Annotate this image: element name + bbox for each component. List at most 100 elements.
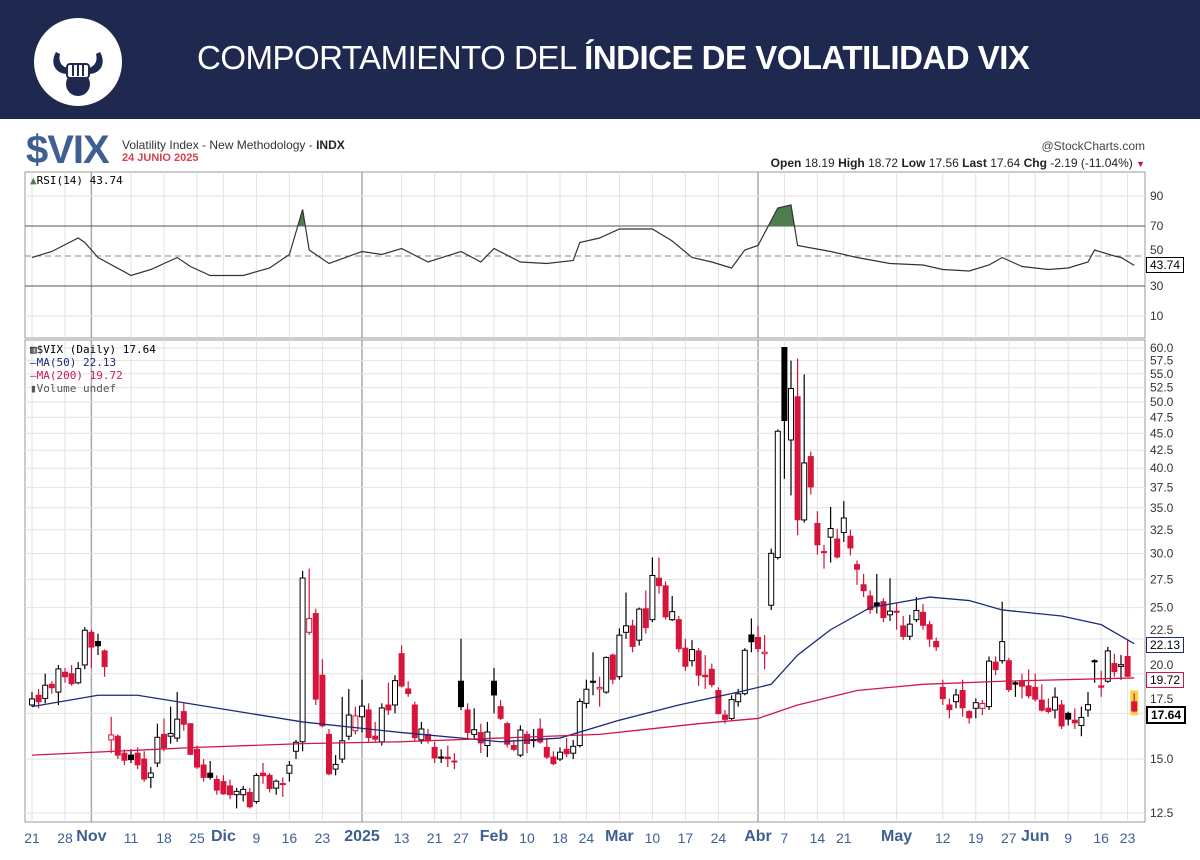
candle-body <box>326 733 332 775</box>
x-tick-label: 9 <box>1064 830 1073 846</box>
rsi-legend: ▲RSI(14) 43.74 <box>30 174 123 187</box>
candle-body <box>926 624 933 640</box>
candle-body <box>887 610 893 616</box>
last-price-badge: 17.64 <box>1146 706 1187 724</box>
candle-body <box>999 641 1006 662</box>
price-tick-label: 20.0 <box>1150 658 1174 672</box>
candle-body <box>42 684 49 699</box>
price-tick-label: 32.5 <box>1150 523 1174 537</box>
candle-body <box>233 790 240 796</box>
x-tick-label: 10 <box>644 830 661 846</box>
x-tick-label: 28 <box>57 830 73 846</box>
x-tick-label: 23 <box>1119 830 1136 846</box>
candle-body <box>583 688 590 704</box>
candle-body <box>781 347 788 422</box>
candle-body <box>807 456 814 488</box>
candle-body <box>458 680 464 708</box>
price-legend: ▥$VIX (Daily) 17.64 —MA(50) 22.13 —MA(20… <box>30 343 156 395</box>
candle-body <box>748 634 755 643</box>
chg-value: -2.19 (-11.04%) <box>1050 156 1133 170</box>
exchange-label: INDX <box>316 138 345 152</box>
line-legend-icon: — <box>30 356 37 369</box>
candle-body <box>550 756 557 765</box>
candle-body <box>735 693 742 703</box>
candle-body <box>708 668 715 686</box>
candle-body <box>1091 660 1098 663</box>
candle-body <box>55 668 62 693</box>
low-label: Low <box>901 156 926 170</box>
x-tick-label: 21 <box>836 830 852 846</box>
candle-body <box>477 732 484 744</box>
candle-body <box>438 756 445 759</box>
price-tick-label: 30.0 <box>1150 547 1174 561</box>
candle-body <box>656 577 662 587</box>
candle-body <box>920 611 926 626</box>
price-tick-label: 35.0 <box>1150 501 1174 515</box>
x-tick-label: 16 <box>281 830 298 846</box>
candle-body <box>563 748 570 755</box>
last-label: Last <box>962 156 987 170</box>
price-tick-label: 55.0 <box>1150 367 1174 381</box>
candle-body <box>1118 664 1124 667</box>
ma50-legend-text: MA(50) 22.13 <box>36 356 117 369</box>
candle-body <box>471 729 478 735</box>
x-tick-label: Mar <box>605 828 634 845</box>
candle-body <box>959 690 966 709</box>
title-bold: ÍNDICE DE VOLATILIDAD VIX <box>584 39 1030 76</box>
rsi-value-badge: 43.74 <box>1146 257 1185 273</box>
candle-body <box>141 758 148 780</box>
x-tick-label: 10 <box>519 830 535 846</box>
candle-body <box>359 705 365 718</box>
candle-body <box>497 706 504 719</box>
candle-body <box>81 629 88 666</box>
candle-body <box>134 752 141 766</box>
x-tick-label: 13 <box>393 830 410 846</box>
candle-body <box>398 653 405 687</box>
x-tick-label: 21 <box>24 830 40 846</box>
candle-body <box>154 736 161 764</box>
candle-body <box>240 788 247 796</box>
candle-body <box>392 680 398 706</box>
candle-body <box>1012 682 1019 685</box>
candle-body <box>167 732 174 737</box>
candle-body <box>1104 650 1111 682</box>
candle-body <box>68 673 75 685</box>
candle-body <box>207 772 214 778</box>
candle-body <box>649 574 656 621</box>
candle-body <box>840 517 847 534</box>
candle-body <box>609 654 616 680</box>
candle-body <box>722 714 728 720</box>
candle-body <box>339 740 346 760</box>
price-tick-label: 12.5 <box>1150 806 1174 820</box>
candle-body <box>774 430 781 558</box>
candle-body <box>279 783 286 786</box>
candle-body <box>827 528 834 538</box>
candle-body <box>768 552 775 606</box>
ma200-line <box>31 677 1135 756</box>
candle-body <box>616 634 623 678</box>
x-tick-label: 27 <box>1001 830 1017 846</box>
candle-body <box>220 781 227 795</box>
rsi-legend-text: RSI(14) 43.74 <box>36 174 123 187</box>
x-tick-label: Nov <box>76 828 107 845</box>
candle-body <box>682 647 689 667</box>
ohlc-summary: Open 18.19 High 18.72 Low 17.56 Last 17.… <box>771 156 1145 170</box>
candle-body <box>557 751 563 760</box>
price-tick-label: 45.0 <box>1150 426 1174 440</box>
candle-legend-icon: ▥ <box>30 343 37 356</box>
candle-body <box>979 702 986 709</box>
price-tick-label: 22.5 <box>1150 623 1174 637</box>
rsi-tick-label: 50 <box>1150 243 1164 257</box>
candle-body <box>194 748 200 768</box>
price-panel <box>24 339 1146 823</box>
price-tick-label: 42.5 <box>1150 443 1174 457</box>
candle-body <box>444 756 451 760</box>
high-value: 18.72 <box>868 156 899 170</box>
candle-body <box>873 602 880 607</box>
x-tick-label: Feb <box>479 828 509 845</box>
candle-body <box>48 683 55 689</box>
candle-body <box>62 671 68 678</box>
x-tick-label: 9 <box>252 830 261 846</box>
candle-body <box>702 674 709 678</box>
